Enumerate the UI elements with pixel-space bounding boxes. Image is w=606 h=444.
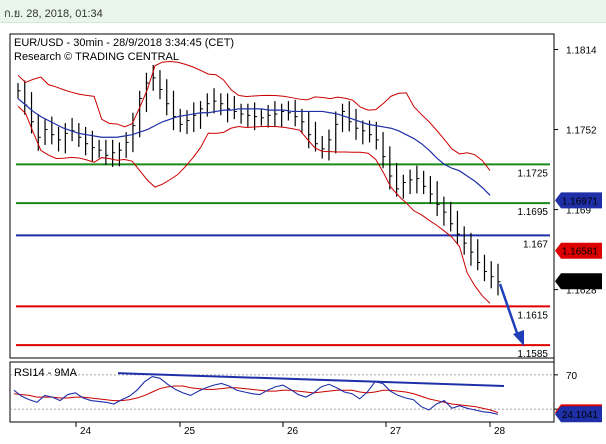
x-axis: 24 25 26 27 28	[75, 422, 506, 437]
timestamp-text: ก.ย. 28, 2018, 01:34	[4, 8, 103, 20]
level-label: 1.1615	[517, 310, 548, 321]
rsi-trendline	[117, 372, 505, 387]
price-tags: 1.16971 1.16581 1.16345	[555, 192, 602, 290]
price-panel	[9, 33, 555, 359]
price-axis-label: 1.1752	[566, 126, 597, 137]
rsi-ma-line	[13, 385, 499, 414]
rsi-line	[13, 375, 499, 415]
bollinger-upper-line	[17, 60, 491, 171]
moving-average-line	[17, 98, 491, 196]
rsi-tag-box	[555, 406, 602, 423]
chart-subtitle: Research © TRADING CENTRAL	[14, 51, 179, 63]
level-label: 1.167	[523, 239, 548, 250]
rsi-panel	[9, 361, 555, 423]
x-axis-label: 25	[184, 426, 196, 437]
forecast-arrow-shaft	[498, 283, 520, 337]
rsi-tag-label: 24.1041	[562, 410, 599, 421]
rsi-axis-label: 70	[566, 371, 578, 382]
level-label: 1.1725	[517, 168, 548, 179]
price-tag-label: 1.16971	[562, 196, 599, 207]
bollinger-lower-line	[17, 105, 491, 304]
rsi-title: RSI14 - 9MA	[14, 367, 78, 379]
x-axis-label: 27	[390, 426, 402, 437]
price-tag-box	[555, 192, 602, 209]
price-level-lines: 1.1725 1.1695 1.167 1.1615 1.1585	[16, 163, 550, 360]
price-tag-box	[555, 273, 602, 290]
x-axis-label: 26	[287, 426, 299, 437]
level-label: 1.1695	[517, 207, 548, 218]
price-tag-box	[555, 242, 602, 259]
price-tag-label: 1.16581	[562, 247, 599, 258]
chart-title: EUR/USD - 30min - 28/9/2018 3:34:45 (CET…	[14, 37, 234, 49]
price-axis-label: 1.169	[566, 206, 591, 217]
timestamp-bar: ก.ย. 28, 2018, 01:34	[0, 0, 606, 23]
price-bars	[17, 64, 501, 296]
level-label: 1.1585	[517, 349, 548, 360]
rsi-grid	[10, 374, 554, 410]
x-axis-label: 24	[80, 426, 92, 437]
price-axis: 1.1814 1.1752 1.169 1.1628	[554, 45, 597, 297]
indicator-overlays	[17, 60, 491, 304]
price-tag-label: 1.16345	[562, 277, 599, 288]
rsi-tags: 26.17524.1041	[555, 404, 602, 423]
price-axis-label: 1.1628	[566, 286, 597, 297]
x-axis-label: 28	[494, 426, 506, 437]
forecast-arrow	[498, 283, 524, 346]
rsi-lines	[13, 372, 505, 415]
price-axis-label: 1.1814	[566, 45, 597, 56]
forecast-arrow-head	[513, 330, 524, 346]
